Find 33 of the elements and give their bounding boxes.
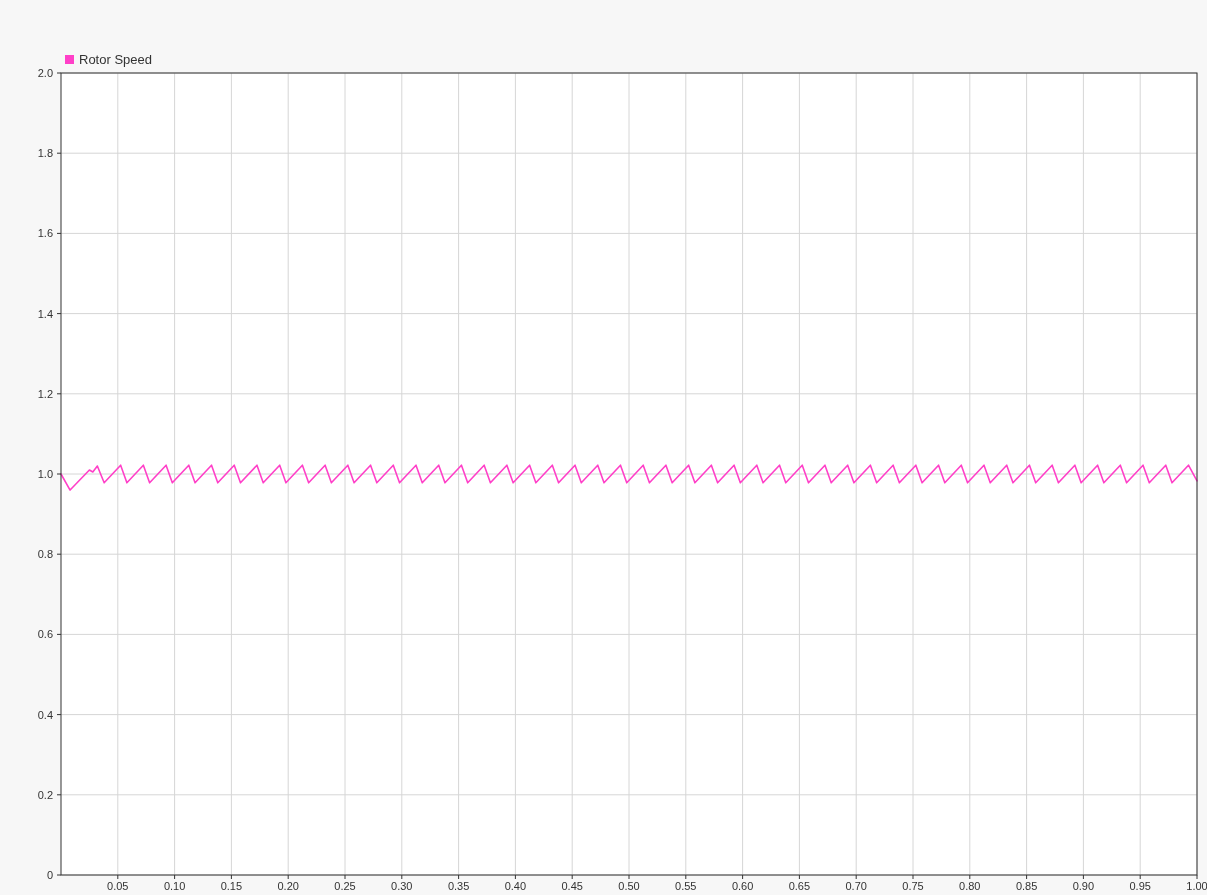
x-tick-label: 0.25 [334, 880, 356, 892]
x-tick-label: 0.20 [277, 880, 299, 892]
y-tick-label: 1.0 [37, 468, 53, 480]
legend-label: Rotor Speed [79, 52, 152, 67]
x-tick-label: 0.75 [902, 880, 924, 892]
x-tick-label: 0.35 [447, 880, 470, 892]
x-tick-label: 0.65 [788, 880, 811, 892]
y-tick-label: 1.8 [37, 147, 53, 160]
x-tick-label: 0.80 [959, 880, 981, 892]
y-tick-label: 0.2 [37, 788, 53, 801]
x-tick-label: 0.95 [1129, 880, 1151, 892]
x-tick-label: 1.00 [1186, 880, 1207, 892]
x-tick-label: 0.05 [107, 880, 129, 892]
y-tick-label: 2.0 [37, 67, 53, 79]
y-tick-label: 1.2 [37, 387, 53, 400]
x-tick-label: 0.60 [731, 880, 754, 892]
line-series [60, 464, 1198, 491]
y-tick-label: 1.4 [37, 307, 53, 320]
x-tick-label: 0.50 [618, 880, 640, 892]
y-tick-label: 0.4 [37, 708, 53, 721]
x-tick-label: 0.30 [391, 880, 413, 892]
x-tick-label: 0.90 [1072, 880, 1095, 892]
x-tick-label: 0.45 [561, 880, 583, 892]
y-tick-label: 0.6 [37, 628, 53, 641]
x-tick-label: 0.85 [1015, 880, 1038, 892]
x-tick-label: 0.55 [675, 880, 697, 892]
x-tick-label: 0.10 [163, 880, 186, 892]
x-tick-label: 0.40 [504, 880, 527, 892]
x-tick-label: 0.70 [845, 880, 867, 892]
y-tick-label: 0 [46, 869, 53, 881]
x-tick-label: 0.15 [220, 880, 243, 892]
y-tick-label: 1.6 [37, 227, 53, 240]
y-tick-label: 0.8 [37, 548, 53, 561]
